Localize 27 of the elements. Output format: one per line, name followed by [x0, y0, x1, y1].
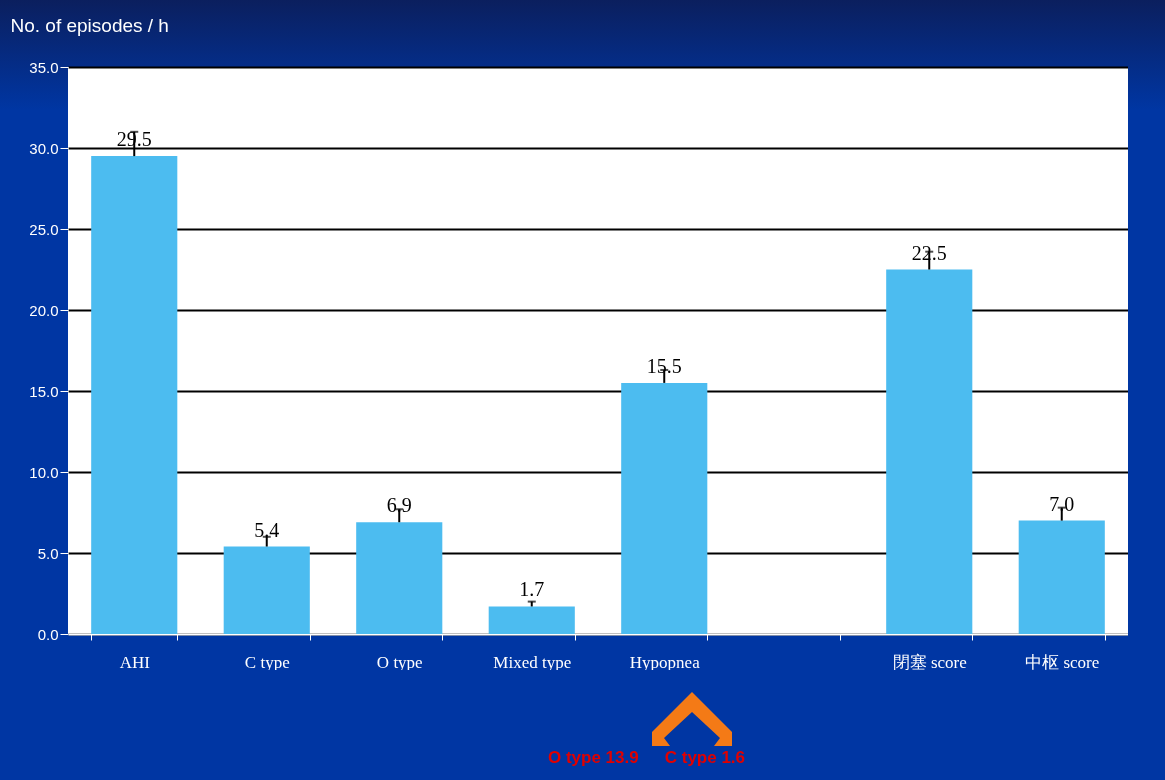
bar — [223, 546, 310, 634]
y-tick-label: 25.0 — [29, 220, 59, 238]
bar — [1018, 520, 1105, 634]
text: O type 13.9 — [548, 748, 639, 767]
y-tick-label: 30.0 — [29, 139, 59, 157]
y-tick-label: 20.0 — [29, 301, 59, 319]
y-tick-label: 0.0 — [37, 625, 59, 643]
bar — [886, 269, 973, 634]
bar — [488, 606, 575, 634]
text: C type 1.6 — [664, 748, 746, 767]
x-tick-label: AHI — [119, 652, 151, 672]
bar — [621, 382, 708, 634]
x-tick-label: 中枢 score — [1025, 652, 1100, 672]
y-tick-label: 10.0 — [29, 463, 59, 481]
data-label: 6.9 — [386, 494, 412, 517]
y-tick-label: 35.0 — [29, 58, 59, 76]
data-label: 15.5 — [646, 354, 682, 377]
y-tick-label: 5.0 — [37, 544, 59, 562]
x-tick-label: 閉塞 score — [892, 652, 967, 672]
data-label: 22.5 — [911, 241, 947, 264]
data-label: 1.7 — [519, 578, 545, 601]
bar — [356, 522, 443, 634]
data-label: 7.0 — [1049, 492, 1075, 515]
y-axis-title: No. of episodes / h — [10, 14, 169, 36]
y-tick-label: 15.0 — [29, 382, 59, 400]
bar — [91, 156, 178, 634]
data-label: 5.4 — [254, 518, 280, 541]
